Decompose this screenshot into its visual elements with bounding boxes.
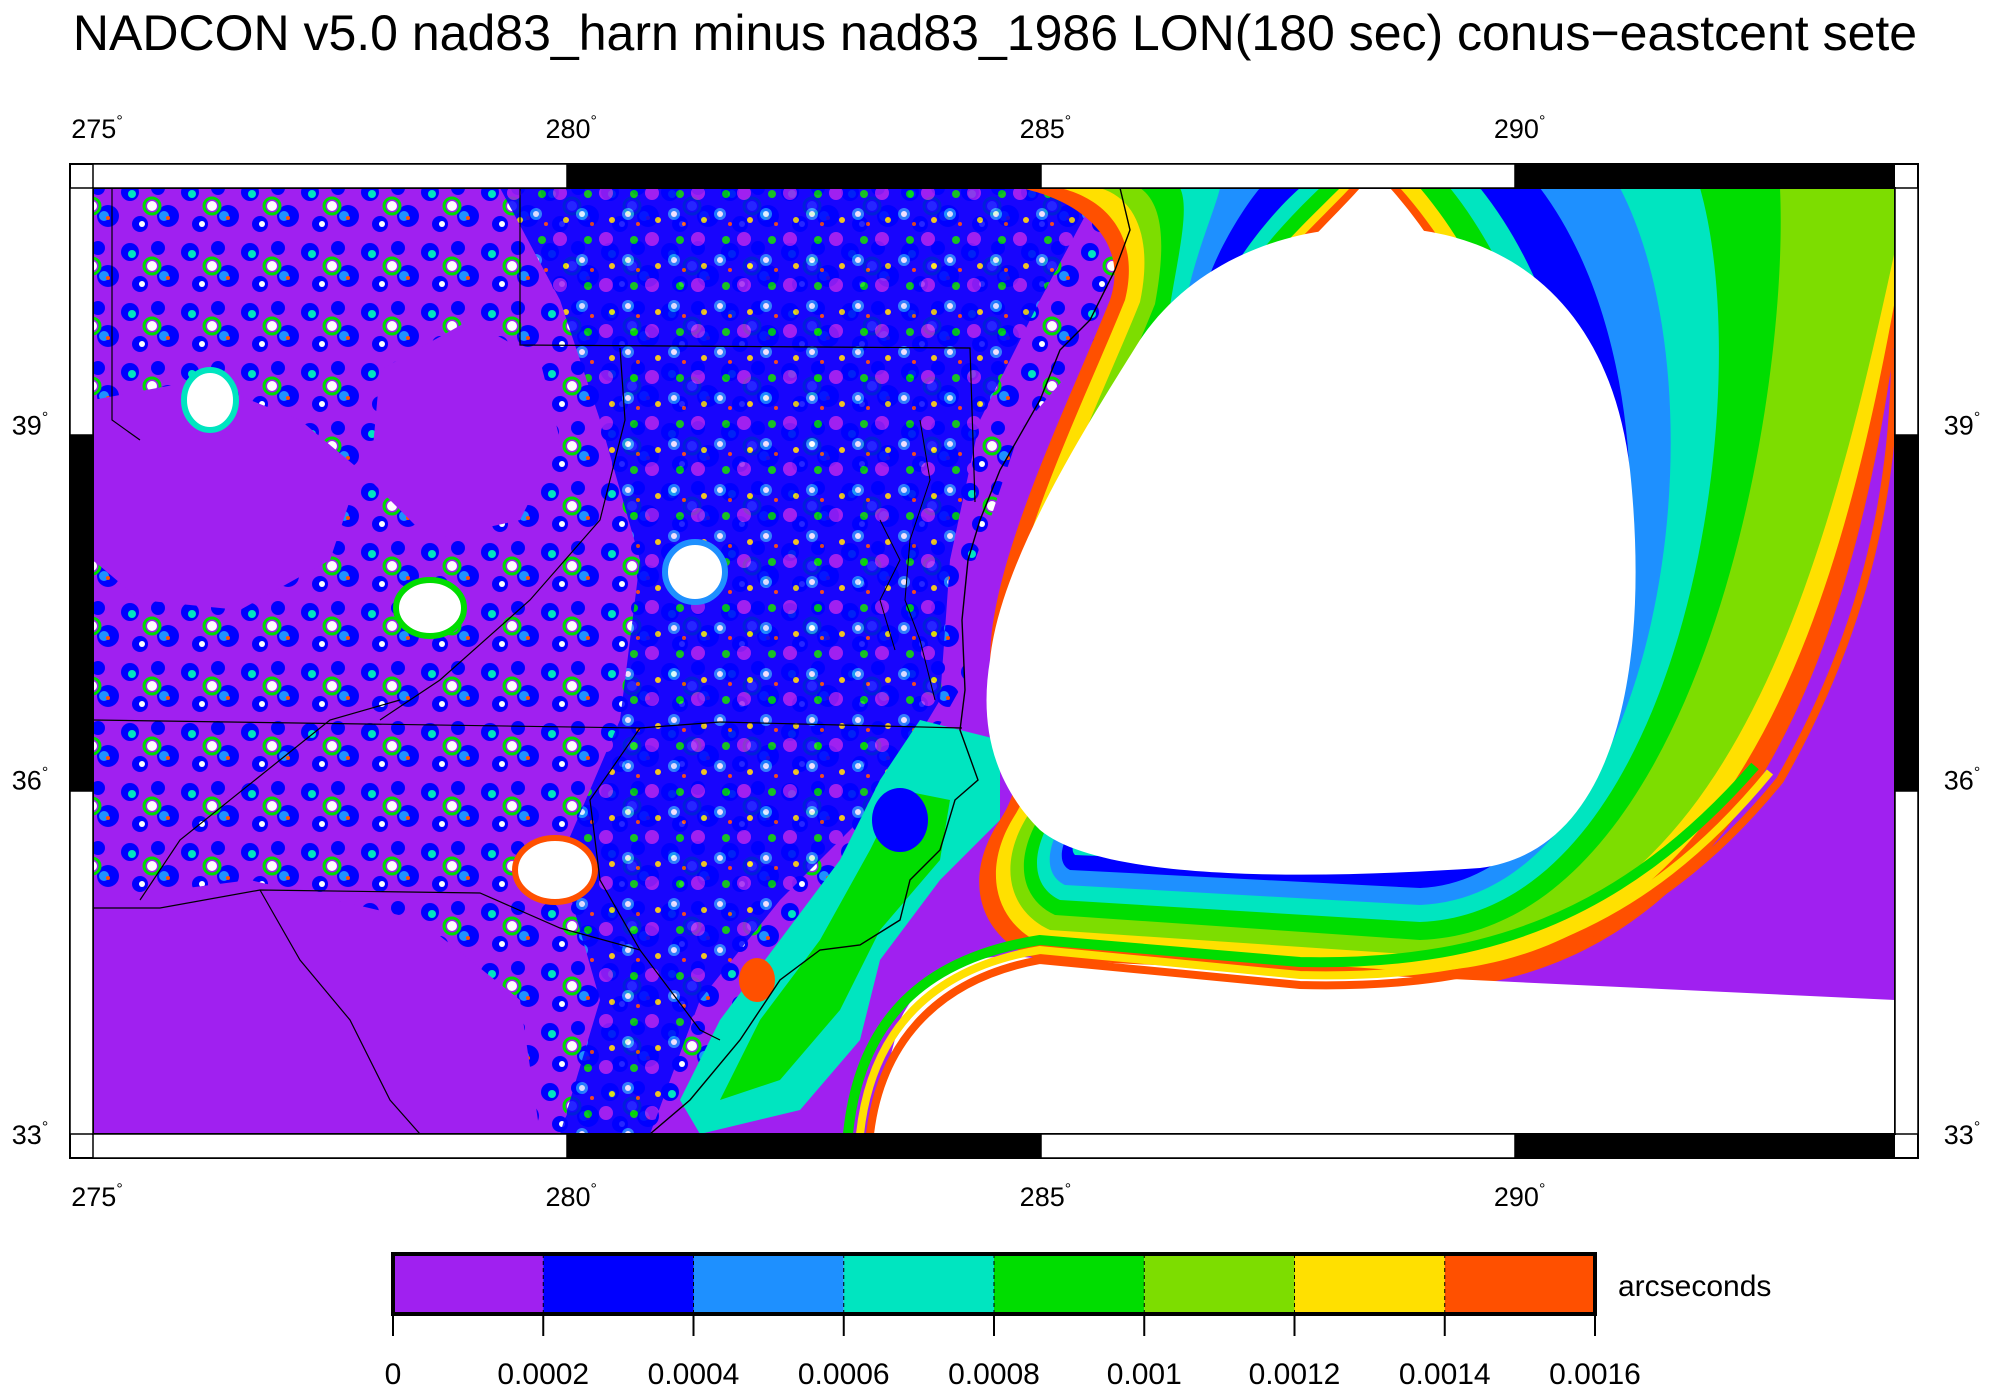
land-speckle-blue-region xyxy=(500,188,1100,1134)
colorbar-tick-label: 0.0012 xyxy=(1249,1358,1341,1386)
lon-tick-label-bottom: 285° xyxy=(1020,1181,1071,1212)
purple-zone-west xyxy=(93,380,360,610)
white-blob xyxy=(393,577,467,639)
colorbar-tick-label: 0.0008 xyxy=(948,1358,1040,1386)
purple-zone-south xyxy=(93,880,540,1134)
map-title: NADCON v5.0 nad83_harn minus nad83_1986 … xyxy=(72,5,1918,61)
lat-tick-label-right: 33° xyxy=(1944,1119,1980,1150)
white-sea xyxy=(986,227,1636,875)
white-blob xyxy=(662,539,728,605)
lat-labels-right: 33° 36° 39° xyxy=(1944,410,1980,1151)
lon-labels-top: 275° 280° 285° 290° xyxy=(71,113,1545,144)
lat-tick-label-left: 33° xyxy=(12,1119,48,1150)
colorbar-swatch xyxy=(543,1254,694,1314)
lon-tick-label-top: 285° xyxy=(1020,113,1071,144)
lat-tick-label-right: 36° xyxy=(1944,764,1980,795)
lon-labels-bottom: 275° 280° 285° 290° xyxy=(71,1181,1545,1212)
orange-spot xyxy=(739,958,775,1002)
lat-tick-label-left: 39° xyxy=(12,410,48,441)
offshore-bands xyxy=(843,188,1895,1134)
lon-tick-label-top: 280° xyxy=(545,113,596,144)
colorbar-tick-label: 0.0004 xyxy=(648,1358,740,1386)
colorbar-tick-label: 0.0002 xyxy=(497,1358,589,1386)
colorbar-tick-label: 0.0006 xyxy=(798,1358,890,1386)
lat-labels-left: 33° 36° 39° xyxy=(12,410,48,1151)
colorbar-unit-label: arcseconds xyxy=(1618,1270,1771,1303)
colorbar-tick-label: 0 xyxy=(385,1358,402,1386)
lon-tick-label-bottom: 290° xyxy=(1494,1181,1545,1212)
colorbar-swatch xyxy=(393,1254,544,1314)
lon-tick-label-bottom: 275° xyxy=(71,1181,122,1212)
colorbar-swatch xyxy=(843,1254,994,1314)
map-field xyxy=(93,188,1895,1134)
blue-spot xyxy=(872,788,928,852)
lat-tick-label-left: 36° xyxy=(12,764,48,795)
white-blob xyxy=(512,835,598,905)
lat-tick-label-right: 39° xyxy=(1944,410,1980,441)
colorbar-tick-label: 0.0014 xyxy=(1399,1358,1491,1386)
coastal-belt-inner xyxy=(720,790,950,1100)
lon-tick-label-top: 275° xyxy=(71,113,122,144)
colorbar-swatch xyxy=(693,1254,844,1314)
coastline xyxy=(649,188,1131,1134)
colorbar-swatch xyxy=(1144,1254,1295,1314)
white-blob xyxy=(181,367,239,433)
lon-tick-label-bottom: 280° xyxy=(545,1181,596,1212)
white-sea-south xyxy=(870,956,1895,1134)
colorbar-swatch xyxy=(994,1254,1145,1314)
purple-zone-central xyxy=(370,320,560,540)
colorbar-swatch xyxy=(1294,1254,1445,1314)
lon-tick-label-top: 290° xyxy=(1494,113,1545,144)
state-borders xyxy=(93,188,976,1134)
map-frame xyxy=(69,163,1919,1159)
colorbar-tick-label: 0.0016 xyxy=(1549,1358,1641,1386)
colorbar: 0 0.0002 0.0004 0.0006 0.0008 0.001 0.0012 0.00… xyxy=(385,1252,1641,1386)
colorbar-tick-label: 0.001 xyxy=(1107,1358,1182,1386)
colorbar-swatch xyxy=(1444,1254,1595,1314)
